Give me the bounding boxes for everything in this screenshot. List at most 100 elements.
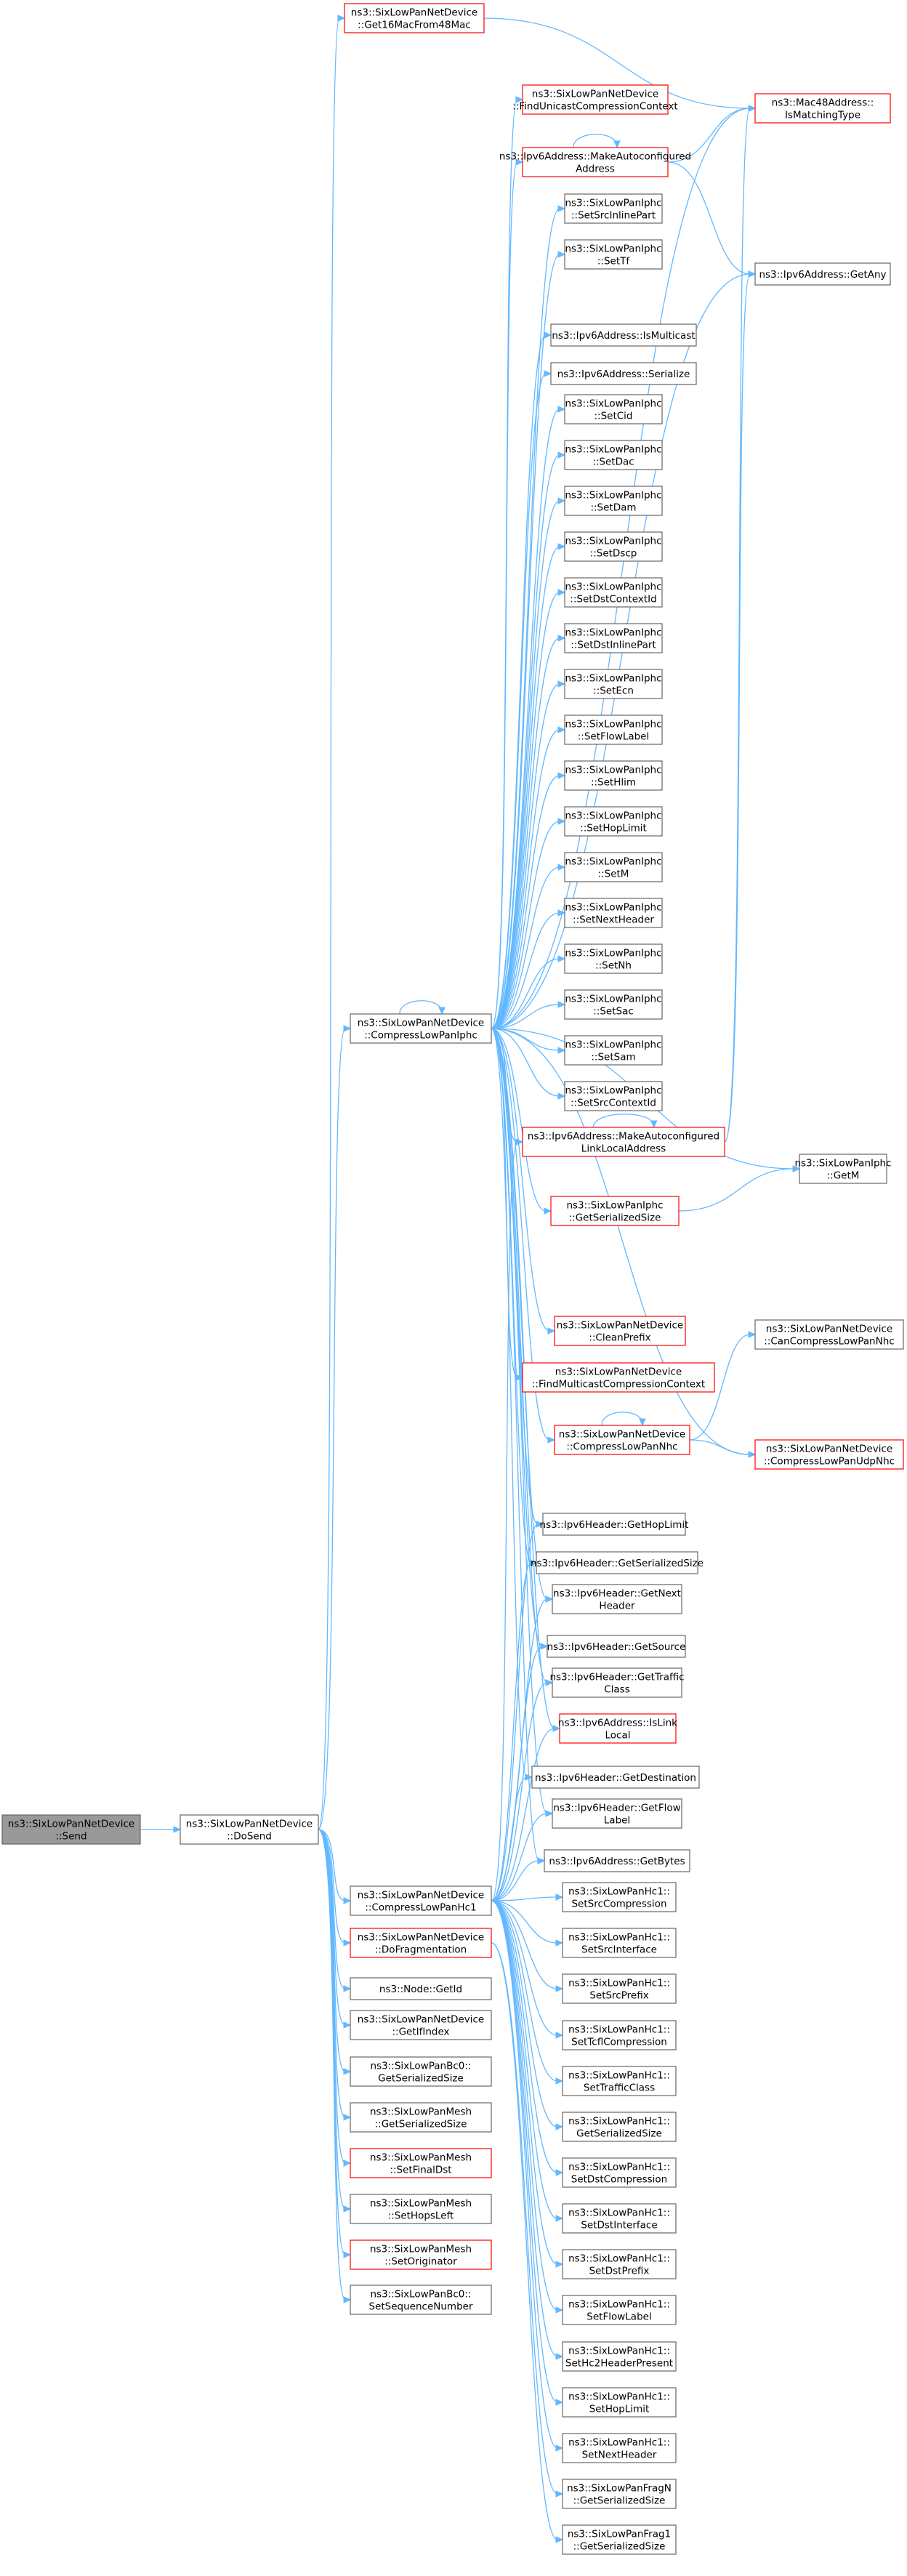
- node-label: ns3::SixLowPanHc1::: [568, 2162, 670, 2173]
- node-frag1getsersize[interactable]: ns3::SixLowPanFrag1::GetSerializedSize: [562, 2524, 677, 2555]
- node-setm[interactable]: ns3::SixLowPanIphc::SetM: [564, 852, 663, 882]
- node-ismulticast[interactable]: ns3::Ipv6Address::IsMulticast: [550, 323, 697, 347]
- node-hc1srccomp[interactable]: ns3::SixLowPanHc1::SetSrcCompression: [562, 1882, 677, 1912]
- node-label: SetSrcPrefix: [589, 1990, 648, 2002]
- node-label: ns3::SixLowPanNetDevice: [358, 1890, 484, 1901]
- node-sethopsleft[interactable]: ns3::SixLowPanMesh::SetHopsLeft: [350, 2194, 492, 2224]
- node-compresslowpannhc[interactable]: ns3::SixLowPanNetDevice::CompressLowPanN…: [554, 1425, 690, 1455]
- node-box: [562, 2524, 677, 2555]
- node-compresslowpaniphc[interactable]: ns3::SixLowPanNetDevice::CompressLowPanI…: [350, 1013, 492, 1044]
- node-settf[interactable]: ns3::SixLowPanIphc::SetTf: [564, 239, 663, 270]
- node-label: ns3::SixLowPanMesh: [370, 2244, 472, 2255]
- node-mac48ismatching[interactable]: ns3::Mac48Address::IsMatchingType: [754, 93, 891, 124]
- node-getbytes[interactable]: ns3::Ipv6Address::GetBytes: [544, 1849, 690, 1872]
- node-label: ns3::Ipv6Address::GetBytes: [549, 1856, 685, 1867]
- node-box: [350, 2010, 492, 2040]
- node-label: ::SetSrcInlinePart: [571, 210, 656, 222]
- node-setdam[interactable]: ns3::SixLowPanIphc::SetDam: [564, 486, 663, 516]
- node-findmulticast[interactable]: ns3::SixLowPanNetDevice::FindMulticastCo…: [522, 1362, 715, 1393]
- node-makeautolinklocal[interactable]: ns3::Ipv6Address::MakeAutoconfiguredLink…: [522, 1127, 725, 1157]
- node-hc1srcif[interactable]: ns3::SixLowPanHc1::SetSrcInterface: [562, 1928, 677, 1958]
- node-box: [562, 2157, 677, 2188]
- node-setecn[interactable]: ns3::SixLowPanIphc::SetEcn: [564, 669, 663, 699]
- node-label: ns3::SixLowPanIphc: [566, 1200, 663, 1212]
- node-setoriginator[interactable]: ns3::SixLowPanMesh::SetOriginator: [350, 2239, 492, 2270]
- node-getifindex[interactable]: ns3::SixLowPanNetDevice::GetIfIndex: [350, 2010, 492, 2040]
- node-dofragmentation[interactable]: ns3::SixLowPanNetDevice::DoFragmentation: [350, 1928, 492, 1958]
- node-cancompressnhc[interactable]: ns3::SixLowPanNetDevice::CanCompressLowP…: [754, 1319, 904, 1350]
- node-setsac[interactable]: ns3::SixLowPanIphc::SetSac: [564, 989, 663, 1020]
- node-hc1dstif[interactable]: ns3::SixLowPanHc1::SetDstInterface: [562, 2203, 677, 2234]
- node-getsource[interactable]: ns3::Ipv6Header::GetSource: [547, 1635, 686, 1658]
- node-setflowlabel[interactable]: ns3::SixLowPanIphc::SetFlowLabel: [564, 715, 663, 745]
- node-meshgetsersize[interactable]: ns3::SixLowPanMesh::GetSerializedSize: [350, 2102, 492, 2133]
- node-setdstinlinepart[interactable]: ns3::SixLowPanIphc::SetDstInlinePart: [564, 623, 663, 653]
- node-hc1dstprefix[interactable]: ns3::SixLowPanHc1::SetDstPrefix: [562, 2249, 677, 2279]
- node-makeautoconf[interactable]: ns3::Ipv6Address::MakeAutoconfiguredAddr…: [499, 147, 691, 177]
- node-cleanprefix[interactable]: ns3::SixLowPanNetDevice::CleanPrefix: [554, 1316, 686, 1346]
- node-gethoplimit[interactable]: ns3::Ipv6Header::GetHopLimit: [540, 1513, 689, 1536]
- node-setsam[interactable]: ns3::SixLowPanIphc::SetSam: [564, 1035, 663, 1066]
- call-edge-dosend-to-meshgetsersize: [318, 1829, 352, 2121]
- node-box: [562, 1973, 677, 2004]
- node-setfinaldst[interactable]: ns3::SixLowPanMesh::SetFinalDst: [350, 2148, 492, 2178]
- node-findunicast[interactable]: ns3::SixLowPanNetDevice::FindUnicastComp…: [512, 84, 678, 115]
- node-label: ns3::SixLowPanHc1::: [568, 2299, 670, 2311]
- node-hc1dstcomp[interactable]: ns3::SixLowPanHc1::SetDstCompression: [562, 2157, 677, 2188]
- node-label: SetSrcCompression: [571, 1899, 666, 1910]
- call-edge-dosend-to-compresslowpanhc1: [318, 1829, 352, 1904]
- node-sethlim[interactable]: ns3::SixLowPanIphc::SetHlim: [564, 760, 663, 791]
- call-edge-compresslowpanhc1-to-getdestination: [491, 1774, 533, 1901]
- node-label: SetDstPrefix: [589, 2266, 650, 2277]
- node-sethoplimit[interactable]: ns3::SixLowPanIphc::SetHopLimit: [564, 806, 663, 837]
- node-label: ::SetCid: [594, 411, 632, 422]
- node-hc1tcflcomp[interactable]: ns3::SixLowPanHc1::SetTcflCompression: [562, 2020, 677, 2050]
- node-hc1hoplimit[interactable]: ns3::SixLowPanHc1::SetHopLimit: [562, 2387, 677, 2418]
- node-setnextheader[interactable]: ns3::SixLowPanIphc::SetNextHeader: [564, 898, 663, 928]
- node-box: [562, 2341, 677, 2372]
- node-ipv6getany[interactable]: ns3::Ipv6Address::GetAny: [754, 262, 891, 286]
- node-label: ns3::SixLowPanHc1::: [568, 1886, 670, 1898]
- node-hc1flowlabel[interactable]: ns3::SixLowPanHc1::SetFlowLabel: [562, 2295, 677, 2325]
- call-edge-compresslowpanhc1-to-gethoplimit: [491, 1521, 544, 1901]
- node-compresslowpanhc1[interactable]: ns3::SixLowPanNetDevice::CompressLowPanH…: [350, 1885, 492, 1916]
- node-hc1getsersize[interactable]: ns3::SixLowPanHc1::GetSerializedSize: [562, 2112, 677, 2142]
- node-send[interactable]: ns3::SixLowPanNetDevice::Send: [1, 1814, 141, 1845]
- node-setsrcinlinepart[interactable]: ns3::SixLowPanIphc::SetSrcInlinePart: [564, 193, 663, 224]
- node-setnh[interactable]: ns3::SixLowPanIphc::SetNh: [564, 943, 663, 974]
- node-setdstcontextid[interactable]: ns3::SixLowPanIphc::SetDstContextId: [564, 577, 663, 608]
- node-serialize[interactable]: ns3::Ipv6Address::Serialize: [550, 362, 697, 385]
- node-hc1trafficclass[interactable]: ns3::SixLowPanHc1::SetTrafficClass: [562, 2066, 677, 2096]
- node-box: [522, 147, 669, 177]
- call-edge-dofragmentation-to-frag1getsersize: [491, 1942, 564, 2543]
- node-get16mac[interactable]: ns3::SixLowPanNetDevice::Get16MacFrom48M…: [344, 3, 485, 33]
- node-iphcgetm[interactable]: ns3::SixLowPanIphc::GetM: [794, 1154, 892, 1184]
- node-nodegetid[interactable]: ns3::Node::GetId: [350, 1977, 492, 2000]
- node-setdac[interactable]: ns3::SixLowPanIphc::SetDac: [564, 440, 663, 470]
- node-box: [559, 1713, 677, 1744]
- node-iphcgetsersize[interactable]: ns3::SixLowPanIphc::GetSerializedSize: [550, 1196, 680, 1226]
- node-hc1srcprefix[interactable]: ns3::SixLowPanHc1::SetSrcPrefix: [562, 1973, 677, 2004]
- node-setcid[interactable]: ns3::SixLowPanIphc::SetCid: [564, 394, 663, 424]
- call-edge-compresslowpanhc1-to-gettrafficclass: [491, 1679, 554, 1901]
- call-edge-dosend-to-bc0getsersize: [318, 1829, 352, 2075]
- node-layer: ns3::SixLowPanNetDevice::Sendns3::SixLow…: [1, 3, 904, 2555]
- node-setdscp[interactable]: ns3::SixLowPanIphc::SetDscp: [564, 531, 663, 562]
- node-label: ns3::SixLowPanIphc: [565, 490, 661, 502]
- node-setsrccontextid[interactable]: ns3::SixLowPanIphc::SetSrcContextId: [564, 1081, 663, 1111]
- node-bc0getsersize[interactable]: ns3::SixLowPanBc0::GetSerializedSize: [350, 2056, 492, 2087]
- node-getdestination[interactable]: ns3::Ipv6Header::GetDestination: [531, 1766, 700, 1789]
- node-hc1nextheader[interactable]: ns3::SixLowPanHc1::SetNextHeader: [562, 2433, 677, 2463]
- node-box: [562, 2066, 677, 2096]
- node-dosend[interactable]: ns3::SixLowPanNetDevice::DoSend: [180, 1814, 319, 1845]
- node-compressudpnhc[interactable]: ns3::SixLowPanNetDevice::CompressLowPanU…: [754, 1439, 904, 1470]
- node-hc1hc2present[interactable]: ns3::SixLowPanHc1::SetHc2HeaderPresent: [562, 2341, 677, 2372]
- node-hdrgetsersize[interactable]: ns3::Ipv6Header::GetSerializedSize: [531, 1551, 704, 1574]
- node-label: ::SetDscp: [590, 548, 637, 560]
- node-fragngetsersize[interactable]: ns3::SixLowPanFragN::GetSerializedSize: [562, 2479, 677, 2509]
- node-setseqnum[interactable]: ns3::SixLowPanBc0::SetSequenceNumber: [350, 2285, 492, 2315]
